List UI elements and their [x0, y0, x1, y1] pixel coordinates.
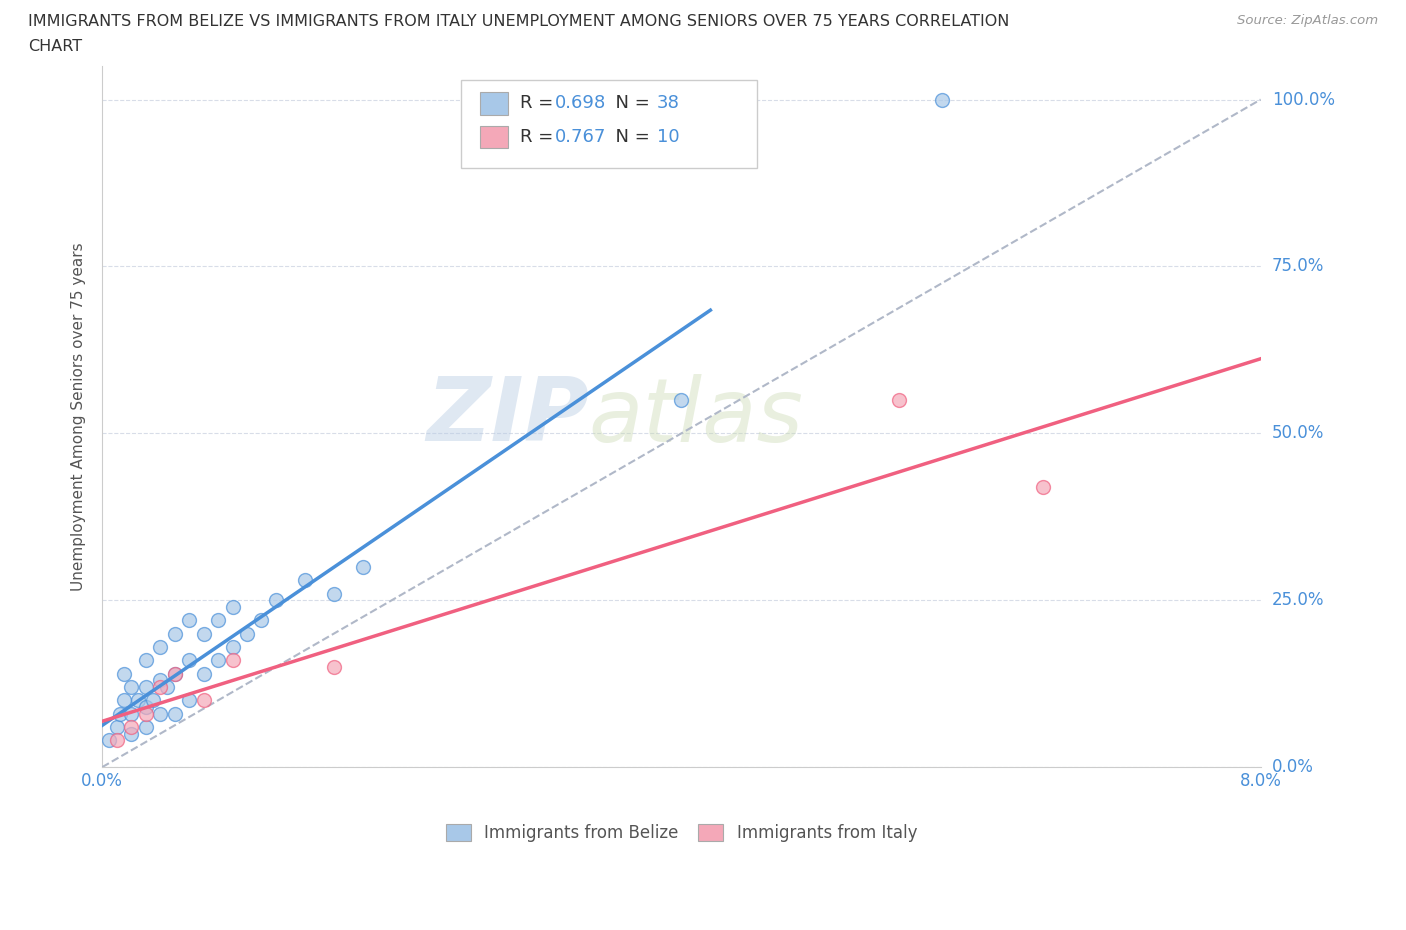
Y-axis label: Unemployment Among Seniors over 75 years: Unemployment Among Seniors over 75 years — [72, 243, 86, 591]
Point — [135, 699, 157, 714]
Text: 100.0%: 100.0% — [1272, 90, 1334, 109]
Text: N =: N = — [603, 94, 655, 113]
Point — [221, 600, 243, 615]
Text: IMMIGRANTS FROM BELIZE VS IMMIGRANTS FROM ITALY UNEMPLOYMENT AMONG SENIORS OVER : IMMIGRANTS FROM BELIZE VS IMMIGRANTS FRO… — [28, 14, 1010, 29]
Point — [193, 626, 215, 641]
Point — [120, 720, 142, 735]
Point — [887, 392, 910, 407]
Text: CHART: CHART — [28, 39, 82, 54]
Point — [177, 653, 200, 668]
FancyBboxPatch shape — [479, 92, 508, 114]
Point — [108, 706, 131, 721]
Point — [163, 666, 186, 681]
Legend: Immigrants from Belize, Immigrants from Italy: Immigrants from Belize, Immigrants from … — [439, 817, 924, 849]
Point — [105, 733, 128, 748]
Text: 0.0%: 0.0% — [1272, 758, 1313, 777]
Point — [149, 706, 172, 721]
Text: Source: ZipAtlas.com: Source: ZipAtlas.com — [1237, 14, 1378, 27]
Point — [135, 680, 157, 695]
Point — [322, 586, 344, 601]
Text: 50.0%: 50.0% — [1272, 424, 1324, 443]
Point — [322, 659, 344, 674]
Text: N =: N = — [603, 128, 655, 146]
Point — [120, 706, 142, 721]
Text: 0.767: 0.767 — [555, 128, 606, 146]
Point — [294, 573, 316, 588]
Point — [156, 680, 179, 695]
Text: 75.0%: 75.0% — [1272, 258, 1324, 275]
Point — [112, 693, 135, 708]
Point — [352, 559, 374, 574]
FancyBboxPatch shape — [461, 80, 756, 167]
Point — [193, 666, 215, 681]
Point — [127, 693, 149, 708]
Point — [149, 640, 172, 655]
Point — [163, 626, 186, 641]
Point — [671, 392, 693, 407]
Point — [135, 720, 157, 735]
Point — [163, 706, 186, 721]
Point — [931, 92, 953, 107]
Point — [105, 720, 128, 735]
Point — [221, 640, 243, 655]
Point — [149, 680, 172, 695]
Point — [207, 613, 229, 628]
Point — [1032, 479, 1054, 494]
Text: R =: R = — [520, 128, 560, 146]
Text: atlas: atlas — [589, 374, 804, 459]
Point — [142, 693, 165, 708]
Point — [221, 653, 243, 668]
Point — [98, 733, 121, 748]
Point — [149, 673, 172, 688]
Point — [135, 706, 157, 721]
FancyBboxPatch shape — [479, 126, 508, 148]
Point — [135, 653, 157, 668]
Point — [207, 653, 229, 668]
Text: 25.0%: 25.0% — [1272, 591, 1324, 609]
Point — [264, 592, 287, 607]
Text: 0.698: 0.698 — [555, 94, 606, 113]
Text: R =: R = — [520, 94, 560, 113]
Text: 38: 38 — [657, 94, 681, 113]
Point — [120, 726, 142, 741]
Point — [163, 666, 186, 681]
Point — [193, 693, 215, 708]
Point — [236, 626, 259, 641]
Text: 10: 10 — [657, 128, 679, 146]
Point — [112, 666, 135, 681]
Point — [120, 680, 142, 695]
Text: ZIP: ZIP — [426, 373, 589, 460]
Point — [177, 693, 200, 708]
Point — [250, 613, 273, 628]
Point — [177, 613, 200, 628]
